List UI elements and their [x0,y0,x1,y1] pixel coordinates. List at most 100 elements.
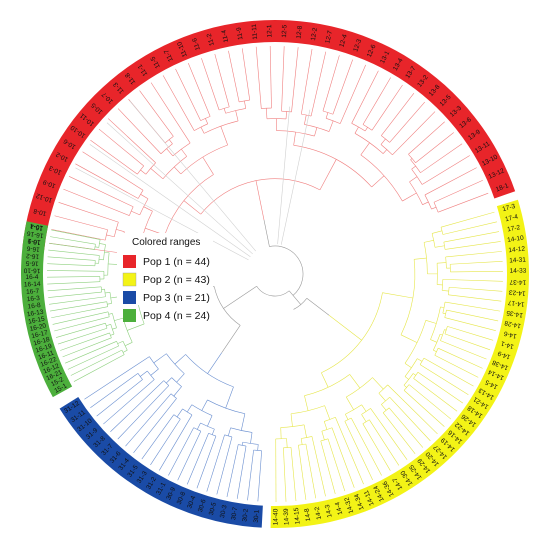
pop1-internal-branch [293,131,296,146]
pop4-clade-arc [109,292,112,304]
pop4-leaf-branch [47,276,100,278]
pop3-clade-arc [242,441,259,445]
leaf-label: 16-20 [29,322,47,333]
pop4-leaf-branch [48,291,102,298]
pop3-leaf-branch [168,427,194,476]
backbone-branch [223,285,257,309]
pop2-leaf-branch [290,447,297,502]
leaf-label: 14-8 [304,507,313,521]
pop1-internal-branch [220,126,228,146]
pop2-internal-branch [346,396,354,410]
leaf-label: 16-10 [23,267,40,274]
pop2-leaf-branch [327,438,346,492]
backbone-arc [293,298,308,310]
pop1-leaf-branch [322,55,340,112]
pop2-leaf-branch [305,443,317,499]
outgroup-branch [75,167,249,261]
outgroup-branch [277,106,290,245]
leaf-label: 16-2 [26,252,40,260]
pop1-leaf-branch [301,48,313,115]
pop2-clade-arc [434,348,439,356]
pop3-clade-arc [208,432,217,437]
pop2-clade-arc [445,256,447,269]
pop4-internal-branch [122,349,128,353]
legend-swatch-pop3 [123,291,136,304]
pop2-clade-arc [345,404,362,415]
pop2-clade-arc [433,334,441,351]
pop2-internal-branch [382,292,413,299]
pop2-leaf-branch [311,436,326,497]
pop1-internal-branch [364,127,368,132]
pop2-internal-branch [444,329,447,331]
pop3-leaf-branch [90,373,139,409]
pop2-leaf-branch [449,286,503,292]
leaf-label: 10-1 [27,237,41,246]
leaf-label: 16-14 [24,281,41,289]
pop2-clade-arc [440,329,445,341]
outgroup-branch [106,122,253,255]
pop3-leaf-branch [84,356,150,400]
leaf-label: 14-32 [343,496,355,514]
leaf-label: 14-39 [283,508,291,525]
pop3-leaf-branch [96,379,143,417]
pop2-internal-branch [433,349,437,352]
pop1-internal-branch [382,149,388,154]
pop3-leaf-branch [150,418,181,466]
pop1-clade-arc [162,156,187,179]
pop1-leaf-branch [139,90,174,137]
pop2-leaf-branch [450,271,503,273]
pop2-leaf-branch [388,407,424,448]
pop3-internal-branch [176,373,185,383]
pop2-leaf-branch [408,384,452,420]
pop3-internal-branch [153,353,167,364]
pop2-leaf-branch [389,396,431,442]
pop3-internal-branch [257,444,259,451]
pop2-internal-branch [372,377,384,390]
pop4-leaf-branch [62,337,112,358]
leaf-label: 17-2 [507,224,521,233]
pop4-internal-branch [114,317,124,321]
leaf-label: 10-8 [33,207,48,217]
pop1-internal-branch [205,118,209,124]
pop1-leaf-branch [68,176,134,208]
pop3-internal-branch [225,386,234,409]
pop2-internal-branch [378,392,386,402]
pop4-leaf-branch [47,256,96,261]
pop1-leaf-branch [117,108,162,154]
pop1-leaf-branch [201,58,220,111]
leaf-label: 12-5 [281,24,289,38]
pop2-leaf-branch [443,231,500,243]
pop1-internal-branch [166,148,174,157]
pop2-leaf-branch [440,340,487,360]
pop2-leaf-branch [320,440,336,494]
pop3-leaf-branch [103,379,155,425]
pop2-internal-branch [286,438,288,448]
pop2-internal-branch [345,414,349,420]
leaf-label: 14-2 [314,506,323,520]
leaf-label: 14-33 [510,268,527,275]
pop1-leaf-branch [98,128,144,167]
pop2-leaf-branch [446,309,499,322]
pop3-leaf-branch [141,414,175,460]
range-pop1 [22,20,516,250]
backbone-arc [269,245,304,296]
leaf-label: 14-37 [509,278,526,286]
pop3-leaf-branch [159,414,193,471]
pop1-clade-arc [200,178,321,215]
pop1-leaf-branch [75,163,139,199]
leaf-label: 30-1 [253,509,261,523]
pop1-clade-arc [160,143,173,154]
pop1-leaf-branch [362,77,391,125]
pop4-leaf-branch [48,249,100,256]
pop1-internal-branch [422,201,429,205]
leaf-label: 30-7 [230,506,239,520]
pop4-internal-branch [127,323,145,331]
pop2-internal-branch [381,404,387,411]
pop2-leaf-branch [450,261,503,265]
pop4-clade-arc [107,311,110,317]
pop4-internal-branch [108,313,113,315]
leaf-label: 10-12 [35,192,53,204]
pop1-leaf-branch [291,47,299,112]
legend: Colored ranges Pop 1 (n = 44) Pop 2 (n =… [117,233,213,322]
